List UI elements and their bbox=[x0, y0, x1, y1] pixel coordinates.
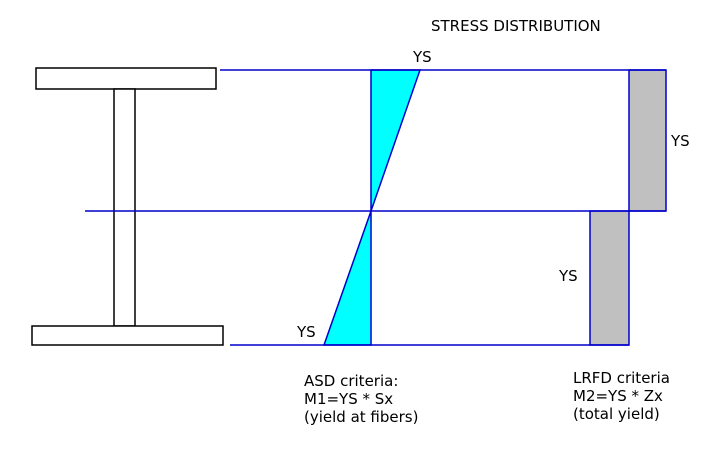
asd-top-ys-label: YS bbox=[412, 48, 432, 66]
top-flange bbox=[35, 67, 217, 90]
asd-heading: ASD criteria: bbox=[304, 372, 399, 390]
lrfd-formula: M2=YS * Zx bbox=[573, 387, 663, 405]
lrfd-note: (total yield) bbox=[573, 405, 660, 423]
i-beam-section bbox=[31, 67, 224, 346]
asd-formula: M1=YS * Sx bbox=[304, 390, 394, 408]
bottom-flange bbox=[31, 325, 224, 346]
lrfd-bottom-stress-block bbox=[589, 210, 630, 346]
lrfd-criteria-caption: LRFD criteria M2=YS * Zx (total yield) bbox=[573, 369, 670, 423]
lrfd-top-ys-label: YS bbox=[670, 132, 690, 150]
asd-bottom-stress-triangle bbox=[322, 210, 372, 346]
asd-note: (yield at fibers) bbox=[304, 408, 419, 426]
asd-criteria-caption: ASD criteria: M1=YS * Sx (yield at fiber… bbox=[304, 372, 418, 426]
asd-bottom-ys-label: YS bbox=[296, 323, 316, 341]
lrfd-top-stress-block bbox=[628, 69, 667, 212]
lrfd-bottom-ys-label: YS bbox=[558, 267, 578, 285]
web bbox=[113, 88, 136, 327]
lrfd-heading: LRFD criteria bbox=[573, 369, 670, 387]
diagram-title: STRESS DISTRIBUTION bbox=[431, 17, 601, 35]
asd-top-stress-triangle bbox=[370, 69, 422, 212]
